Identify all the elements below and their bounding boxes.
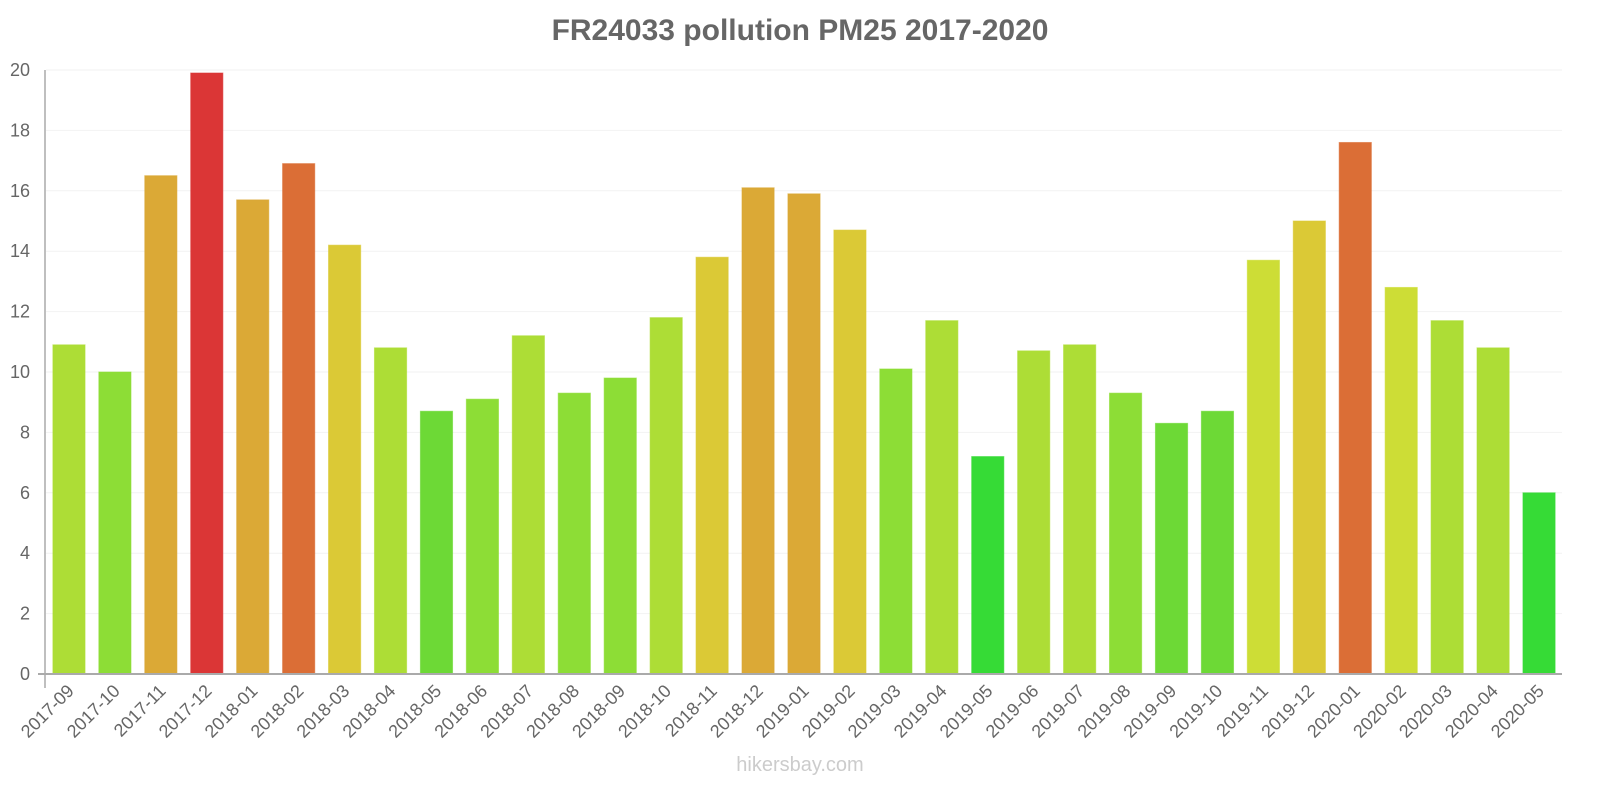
- bar-2018-09[interactable]: 2018-09: 9.8: [603, 377, 637, 675]
- y-tick-label: 2: [20, 604, 30, 624]
- bar-2019-11[interactable]: 2019-11: 13.7: [1246, 259, 1280, 675]
- bar-2019-12[interactable]: 2019-12: 15: [1292, 220, 1326, 675]
- bar-2018-05[interactable]: 2018-05: 8.7: [419, 410, 454, 675]
- bar-2019-07[interactable]: 2019-07: 10.9: [1063, 344, 1097, 675]
- watermark: hikersbay.com: [736, 754, 864, 776]
- bar-2019-02[interactable]: 2019-02: 14.7: [833, 229, 867, 675]
- bar-2019-04[interactable]: 2019-04: 11.7: [925, 320, 959, 675]
- bar-2017-11[interactable]: 2017-11: 16.5: [144, 175, 178, 675]
- bar-2018-07[interactable]: 2018-07: 11.2: [511, 335, 545, 675]
- bar-2018-12[interactable]: 2018-12: 16.1: [741, 187, 775, 675]
- bar-2019-01[interactable]: 2019-01: 15.9: [787, 193, 821, 675]
- y-tick-label: 4: [20, 543, 30, 563]
- bar-2020-02[interactable]: 2020-02: 12.8: [1384, 286, 1418, 675]
- bars: 2017-09: 10.9 2017-10: 10 2017-11: 16.5 201…: [52, 72, 1556, 675]
- chart-title: FR24033 pollution PM25 2017-2020: [551, 14, 1049, 47]
- bar-2019-09[interactable]: 2019-09: 8.3: [1154, 422, 1189, 675]
- y-axis-tick-labels: 0 2 4 6 8 10 12 14 16 18 20: [10, 60, 30, 684]
- y-tick-label: 18: [10, 120, 30, 140]
- y-tick-label: 6: [20, 483, 30, 503]
- y-tick-label: 10: [10, 362, 30, 382]
- y-tick-label: 20: [10, 60, 30, 80]
- y-tick-label: 16: [10, 181, 30, 201]
- axes: [38, 70, 1562, 688]
- bar-2019-03[interactable]: 2019-03: 10.1: [879, 368, 913, 675]
- bar-2017-10[interactable]: 2017-10: 10: [98, 371, 132, 675]
- bar-2018-11[interactable]: 2018-11: 13.8: [695, 256, 729, 675]
- bar-2018-10[interactable]: 2018-10: 11.8: [649, 317, 683, 675]
- bar-2018-02[interactable]: 2018-02: 16.9: [282, 163, 316, 675]
- x-axis-tick-labels: 2017-092017-102017-112017-122018-012018-…: [17, 681, 1548, 742]
- y-tick-label: 14: [10, 241, 30, 261]
- bar-2020-03[interactable]: 2020-03: 11.7: [1430, 320, 1464, 675]
- bar-2020-01[interactable]: 2020-01: 17.6: [1338, 141, 1372, 675]
- bar-2017-12[interactable]: 2017-12: 19.9: [190, 72, 224, 675]
- bar-2018-01[interactable]: 2018-01: 15.7: [236, 199, 270, 675]
- bar-2018-08[interactable]: 2018-08: 9.3: [557, 392, 591, 675]
- bar-2019-08[interactable]: 2019-08: 9.3: [1108, 392, 1143, 675]
- y-tick-label: 8: [20, 422, 30, 442]
- y-tick-label: 12: [10, 302, 30, 322]
- y-tick-label: 0: [20, 664, 30, 684]
- bar-2020-04[interactable]: 2020-04: 10.8: [1476, 347, 1510, 675]
- bar-2019-06[interactable]: 2019-06: 10.7: [1017, 350, 1051, 675]
- bar-2019-10[interactable]: 2019-10: 8.7: [1200, 410, 1235, 675]
- bar-2020-05[interactable]: 2020-05: 6: [1522, 492, 1556, 675]
- bar-2017-09[interactable]: 2017-09: 10.9: [52, 344, 86, 675]
- bar-2018-03[interactable]: 2018-03: 14.2: [328, 244, 362, 675]
- bar-2019-05[interactable]: 2019-05: 7.2: [971, 456, 1005, 675]
- bar-2018-04[interactable]: 2018-04: 10.8: [373, 347, 408, 675]
- bar-2018-06[interactable]: 2018-06: 9.1: [465, 398, 500, 675]
